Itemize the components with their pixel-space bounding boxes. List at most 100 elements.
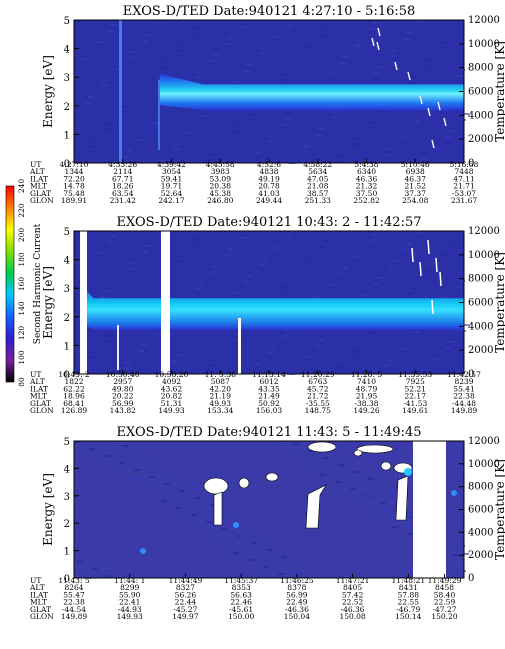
noise-cell <box>361 83 367 85</box>
ephemeris-value: 72.20 <box>63 174 85 183</box>
noise-cell <box>187 506 193 508</box>
ephemeris-value: 58.40 <box>434 590 456 599</box>
noise-cell <box>369 28 375 30</box>
ephemeris-value: -46.36 <box>285 605 309 614</box>
white-contour <box>305 484 327 529</box>
noise-cell <box>92 140 98 142</box>
ephemeris-value: 45.72 <box>307 384 329 393</box>
noise-cell <box>262 47 268 49</box>
noise-cell <box>308 450 314 452</box>
noise-cell <box>335 481 341 483</box>
noise-cell <box>244 551 250 553</box>
y-right-axis-label: Temperature [K] <box>493 459 505 560</box>
noise-cell <box>456 286 462 288</box>
noise-cell <box>153 122 159 124</box>
ephemeris-row-label: MLT <box>30 182 47 191</box>
noise-cell <box>282 444 288 446</box>
noise-cell <box>225 254 231 256</box>
ephemeris-value: 150.20 <box>431 612 457 621</box>
colorbar-tick-label: 180 <box>17 252 26 267</box>
ephemeris-value: 148.75 <box>305 406 331 415</box>
noise-cell <box>225 536 231 538</box>
ephemeris-value: 4:39:42 <box>157 160 186 169</box>
noise-cell <box>452 31 458 33</box>
noise-cell <box>180 515 186 517</box>
ephemeris-value: 37.37 <box>405 189 427 198</box>
noise-cell <box>445 563 451 565</box>
noise-cell <box>403 38 409 40</box>
colorbar-tick-label: 80 <box>17 377 26 387</box>
noise-cell <box>373 72 379 74</box>
noise-cell <box>384 154 390 156</box>
ephemeris-value: 10:43: 2 <box>58 370 90 379</box>
colorbar-tick-label: 220 <box>17 203 26 218</box>
noise-cell <box>176 507 182 509</box>
noise-cell <box>104 129 110 131</box>
ephemeris-row-label: UT <box>30 370 41 379</box>
noise-cell <box>104 455 110 457</box>
noise-cell <box>209 504 215 506</box>
noise-cell <box>319 339 325 341</box>
ephemeris-value: 20.22 <box>112 392 134 401</box>
y-tick-label: 5 <box>64 437 70 448</box>
noise-cell <box>92 351 98 353</box>
ephemeris-value: 251.33 <box>305 196 331 205</box>
noise-cell <box>145 245 151 247</box>
ephemeris-value: 55.41 <box>453 384 474 393</box>
noise-cell <box>331 473 337 475</box>
y-right-tick-label: 4000 <box>468 321 493 332</box>
ephemeris-value: 21.19 <box>210 392 232 401</box>
noise-cell <box>85 102 91 104</box>
noise-cell <box>319 128 325 130</box>
ephemeris-value: 21.08 <box>307 182 329 191</box>
noise-cell <box>460 570 466 572</box>
white-trace <box>439 271 442 287</box>
colorbar-tick-label: 240 <box>17 179 26 194</box>
noise-cell <box>104 340 110 342</box>
noise-cell <box>236 535 242 537</box>
white-trace <box>427 107 431 117</box>
ephemeris-value: -38.38 <box>354 399 378 408</box>
noise-cell <box>293 274 299 276</box>
y-right-axis-label: Temperature [K] <box>493 41 505 142</box>
ephemeris-value: 189.91 <box>61 196 87 205</box>
noise-cell <box>391 501 397 503</box>
ephemeris-value: 20.38 <box>210 182 232 191</box>
noise-cell <box>274 36 280 38</box>
noise-cell <box>126 361 132 363</box>
noise-cell <box>214 537 220 539</box>
noise-cell <box>380 110 386 112</box>
ephemeris-value: 246.80 <box>207 196 233 205</box>
noise-cell <box>240 237 246 239</box>
ephemeris-row-label: GLON <box>30 196 54 205</box>
ephemeris-value: 11: 5:36 <box>205 370 237 379</box>
ephemeris-value: 47.05 <box>307 174 329 183</box>
white-trace <box>427 239 430 255</box>
noise-cell <box>195 77 201 79</box>
noise-cell <box>286 236 292 238</box>
noise-cell <box>232 527 238 529</box>
ephemeris-value: 52.21 <box>405 384 426 393</box>
noise-cell <box>445 136 451 138</box>
colorbar-tick-label: 200 <box>17 228 26 243</box>
ephemeris-row-label: ILAT <box>30 384 48 393</box>
noise-cell <box>376 494 382 496</box>
noise-cell <box>278 80 284 82</box>
noise-cell <box>142 40 148 42</box>
ephemeris-value: 1344 <box>64 167 83 176</box>
y-tick-label: 2 <box>64 519 70 530</box>
noise-cell <box>304 145 310 147</box>
noise-cell <box>228 519 234 521</box>
noise-cell <box>361 294 367 296</box>
ephemeris-value: 11:35:53 <box>398 370 432 379</box>
noise-cell <box>323 457 329 459</box>
ephemeris-value: 150.08 <box>339 612 365 621</box>
ephemeris-value: 11:45:37 <box>224 576 258 585</box>
noise-cell <box>339 273 345 275</box>
noise-cell <box>281 285 287 287</box>
noise-cell <box>350 488 356 490</box>
noise-cell <box>327 284 333 286</box>
y-tick-label: 0 <box>64 370 70 381</box>
noise-cell <box>270 135 276 137</box>
noise-cell <box>259 558 265 560</box>
